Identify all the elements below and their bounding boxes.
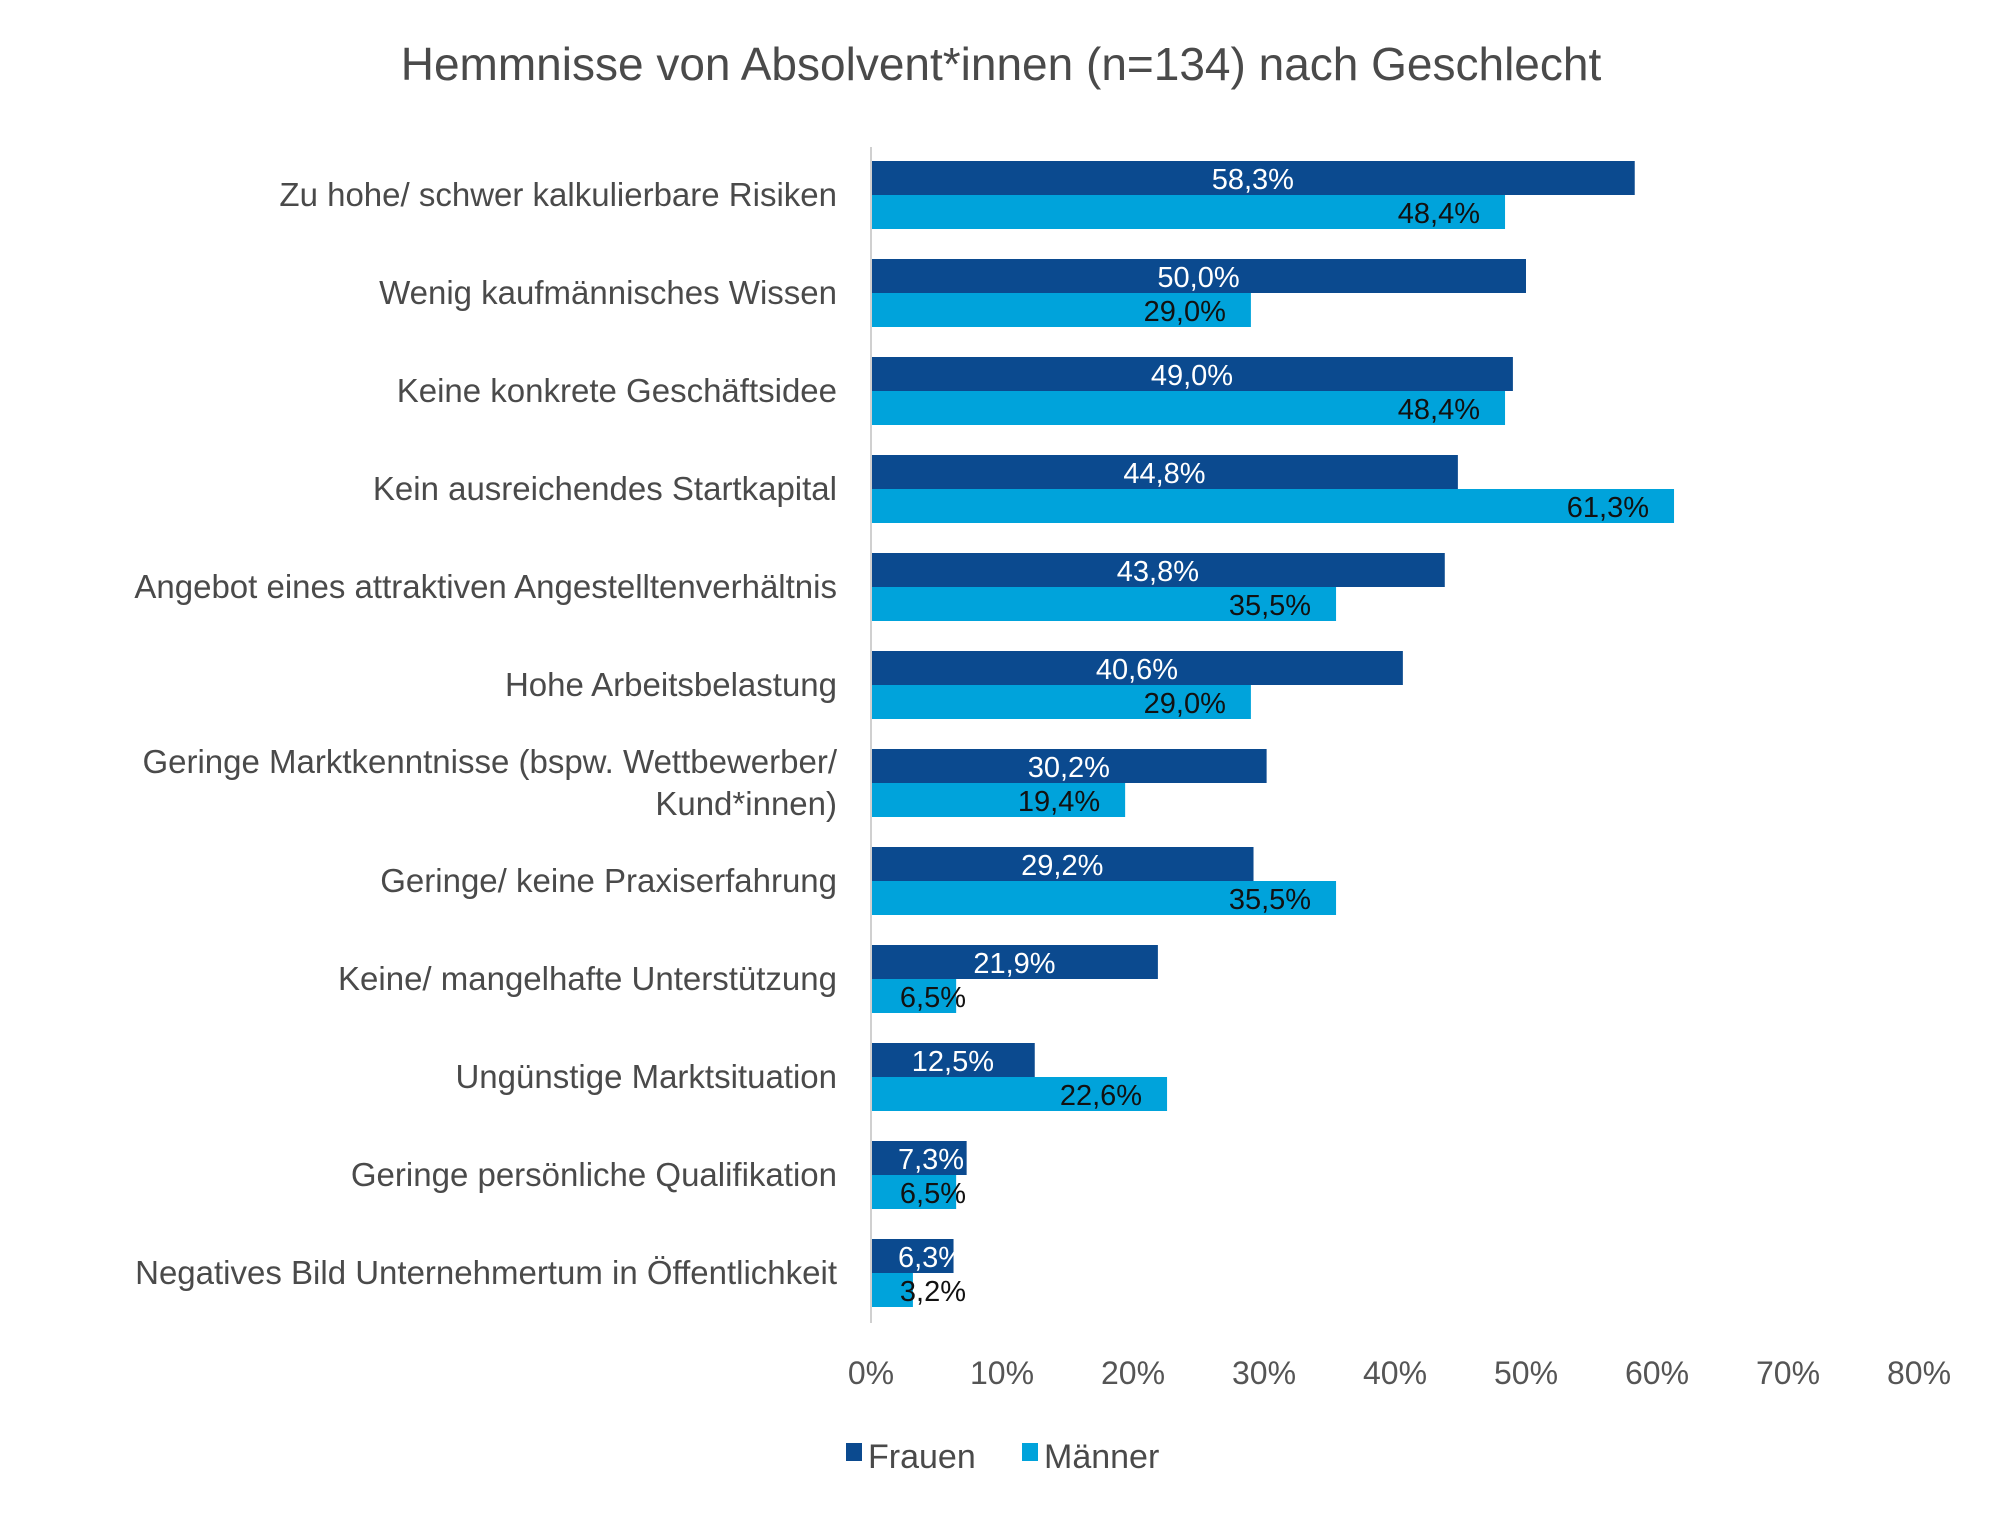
category-label: Negatives Bild Unternehmertum in Öffentl… <box>135 1254 837 1291</box>
data-label: 58,3% <box>1212 164 1294 196</box>
x-tick-label: 80% <box>1887 1355 1951 1391</box>
bar-männer <box>871 195 1506 229</box>
data-label: 3,2% <box>900 1276 966 1308</box>
bar-frauen <box>871 1043 1035 1077</box>
category-label: Geringe Marktkenntnisse (bspw. Wettbewer… <box>142 743 837 780</box>
legend-swatch <box>1022 1443 1038 1461</box>
bar-männer <box>871 685 1251 719</box>
category-label: Zu hohe/ schwer kalkulierbare Risiken <box>279 176 837 213</box>
legend-label: Frauen <box>868 1438 976 1476</box>
bar-männer <box>871 783 1126 817</box>
bar-männer <box>871 391 1506 425</box>
bar-frauen <box>871 161 1635 195</box>
legend-label: Männer <box>1044 1438 1159 1476</box>
data-label: 29,2% <box>1021 850 1103 882</box>
data-label: 35,5% <box>1229 590 1311 622</box>
x-tick-label: 60% <box>1625 1355 1689 1391</box>
legend: Frauen Männer <box>846 1438 1159 1476</box>
bar-frauen <box>871 553 1445 587</box>
data-label: 6,3% <box>898 1242 964 1274</box>
data-label: 29,0% <box>1144 688 1226 720</box>
data-label: 61,3% <box>1567 492 1649 524</box>
bar-männer <box>871 293 1251 327</box>
data-label: 43,8% <box>1117 556 1199 588</box>
bar-männer <box>871 1273 913 1307</box>
data-label: 12,5% <box>912 1046 994 1078</box>
data-label: 6,5% <box>900 1178 966 1210</box>
data-label: 44,8% <box>1123 458 1205 490</box>
bar-männer <box>871 587 1337 621</box>
bar-frauen <box>871 1239 954 1273</box>
category-label: Angebot eines attraktiven Angestelltenve… <box>134 568 837 605</box>
x-tick-label: 50% <box>1494 1355 1558 1391</box>
bar-männer <box>871 1175 957 1209</box>
bar-frauen <box>871 1141 967 1175</box>
category-label: Ungünstige Marktsituation <box>455 1058 837 1095</box>
x-tick-label: 20% <box>1101 1355 1165 1391</box>
category-label: Wenig kaufmännisches Wissen <box>379 274 837 311</box>
bar-männer <box>871 489 1675 523</box>
data-label: 30,2% <box>1028 752 1110 784</box>
bar-männer <box>871 1077 1168 1111</box>
category-label: Hohe Arbeitsbelastung <box>505 666 837 703</box>
bar-frauen <box>871 847 1254 881</box>
x-tick-label: 0% <box>848 1355 894 1391</box>
x-tick-label: 30% <box>1232 1355 1296 1391</box>
x-tick-label: 40% <box>1363 1355 1427 1391</box>
bar-männer <box>871 979 957 1013</box>
data-label: 29,0% <box>1144 296 1226 328</box>
data-label: 21,9% <box>973 948 1055 980</box>
data-label: 48,4% <box>1398 394 1480 426</box>
data-label: 22,6% <box>1060 1080 1142 1112</box>
data-label: 40,6% <box>1096 654 1178 686</box>
bar-frauen <box>871 945 1158 979</box>
data-label: 49,0% <box>1151 360 1233 392</box>
legend-swatch <box>846 1443 862 1461</box>
category-label: Geringe persönliche Qualifikation <box>351 1156 837 1193</box>
category-label: Keine/ mangelhafte Unterstützung <box>338 960 837 997</box>
bar-frauen <box>871 357 1513 391</box>
category-label: Keine konkrete Geschäftsidee <box>397 372 837 409</box>
plot-area: Zu hohe/ schwer kalkulierbare Risiken 58,… <box>134 161 1675 1308</box>
data-label: 19,4% <box>1018 786 1100 818</box>
x-axis: 0% 10% 20% 30% 40% 50% 60% 70% 80% <box>848 1355 1951 1391</box>
chart-title: Hemmnisse von Absolvent*innen (n=134) na… <box>401 38 1602 90</box>
x-tick-label: 70% <box>1756 1355 1820 1391</box>
data-label: 6,5% <box>900 982 966 1014</box>
data-label: 35,5% <box>1229 884 1311 916</box>
bar-frauen <box>871 455 1458 489</box>
data-label: 50,0% <box>1157 262 1239 294</box>
bar-frauen <box>871 651 1403 685</box>
x-tick-label: 10% <box>970 1355 1034 1391</box>
data-label: 48,4% <box>1398 198 1480 230</box>
category-label: Geringe/ keine Praxiserfahrung <box>380 862 837 899</box>
bar-männer <box>871 881 1337 915</box>
data-label: 7,3% <box>898 1144 964 1176</box>
bar-frauen <box>871 259 1526 293</box>
category-label: Kein ausreichendes Startkapital <box>373 470 837 507</box>
category-label: Kund*innen) <box>655 785 837 822</box>
bar-frauen <box>871 749 1267 783</box>
